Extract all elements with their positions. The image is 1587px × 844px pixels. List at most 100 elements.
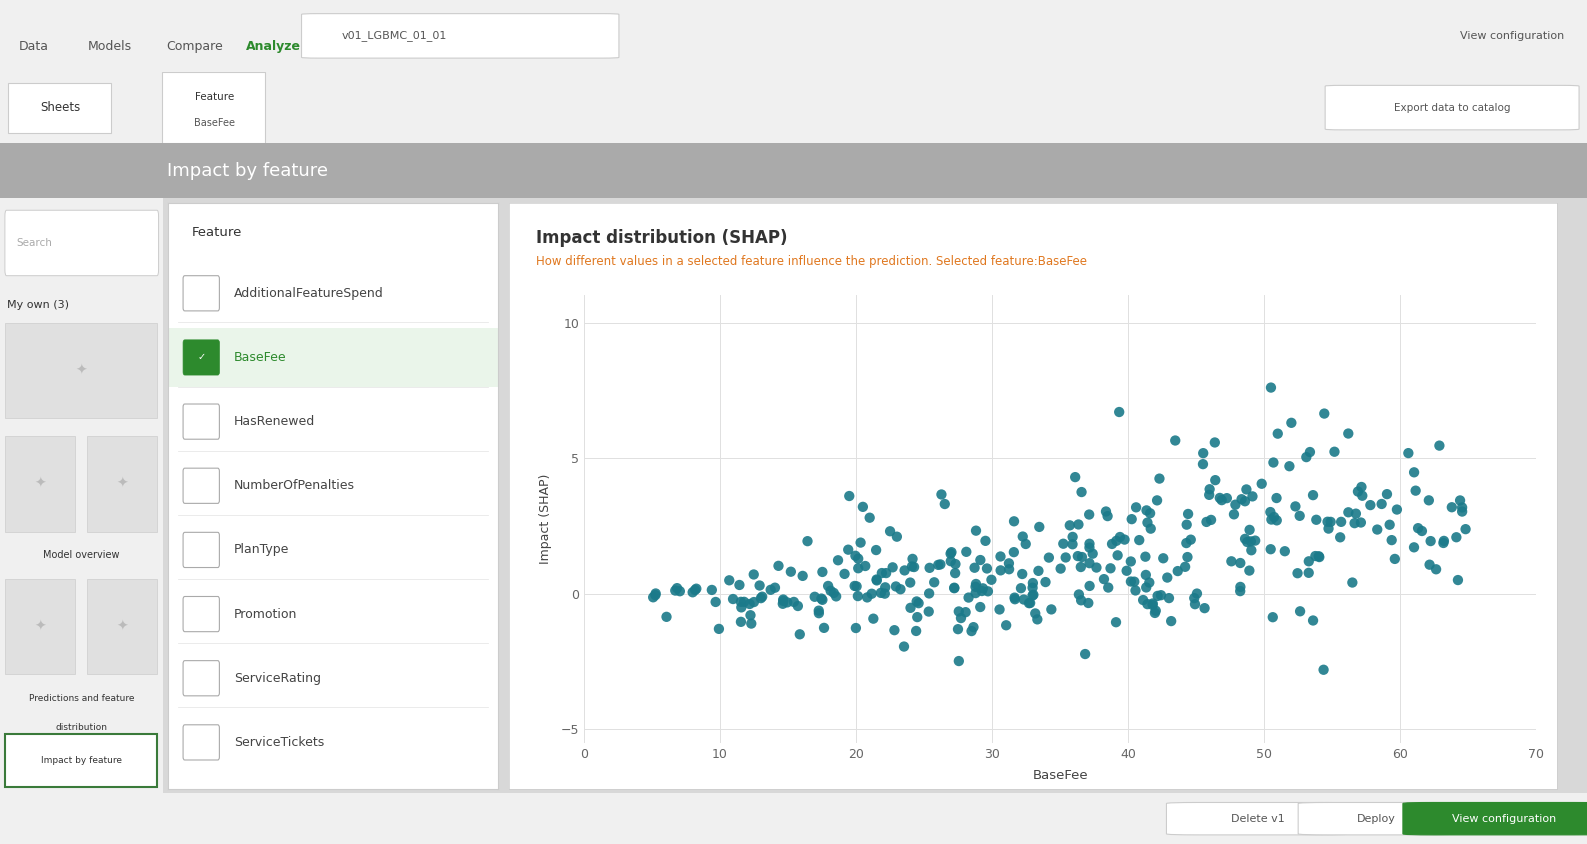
Point — [884, 530, 909, 544]
Point — [1047, 562, 1073, 576]
Text: View configuration: View configuration — [1460, 31, 1565, 41]
Point — [736, 598, 762, 611]
Point — [795, 534, 820, 548]
Point — [1227, 584, 1252, 598]
Point — [1065, 549, 1090, 563]
Point — [1147, 472, 1173, 485]
Point — [892, 640, 917, 653]
Text: My own (3): My own (3) — [6, 300, 68, 311]
Point — [1306, 549, 1331, 563]
Point — [806, 607, 832, 620]
Point — [1328, 515, 1354, 528]
Point — [900, 560, 925, 573]
Point — [843, 579, 868, 592]
Point — [1238, 544, 1263, 557]
Point — [1011, 592, 1036, 606]
Text: Export data to catalog: Export data to catalog — [1393, 103, 1511, 112]
Point — [1130, 593, 1155, 607]
Point — [1219, 555, 1244, 568]
Point — [1239, 490, 1265, 503]
Point — [1336, 427, 1362, 441]
Point — [1100, 537, 1125, 550]
Point — [1311, 407, 1336, 420]
Point — [1139, 598, 1165, 612]
Point — [1036, 551, 1062, 565]
Point — [1020, 589, 1046, 603]
Bar — [168, 328, 498, 387]
Point — [771, 594, 797, 608]
Point — [1003, 592, 1028, 606]
Point — [846, 552, 871, 565]
Text: Sheets: Sheets — [40, 101, 81, 114]
Point — [868, 586, 893, 599]
Point — [1054, 551, 1079, 565]
Point — [1306, 550, 1331, 564]
Point — [1151, 551, 1176, 565]
Point — [728, 601, 754, 614]
Text: Impact by feature: Impact by feature — [41, 756, 122, 766]
Point — [922, 576, 947, 589]
Point — [1243, 534, 1268, 548]
Point — [1093, 505, 1119, 518]
Point — [1228, 492, 1254, 506]
Text: Delete v1: Delete v1 — [1232, 814, 1284, 824]
Point — [1105, 549, 1130, 562]
Text: Compare: Compare — [167, 41, 224, 53]
Point — [1066, 517, 1092, 531]
Point — [1182, 592, 1208, 605]
Point — [1273, 544, 1298, 558]
FancyBboxPatch shape — [1325, 85, 1579, 130]
Point — [1265, 514, 1290, 528]
Point — [873, 566, 898, 580]
Point — [932, 497, 957, 511]
Point — [1157, 592, 1182, 605]
Point — [900, 552, 925, 565]
Point — [843, 621, 868, 635]
Text: Impact by feature: Impact by feature — [167, 162, 327, 180]
Point — [747, 579, 773, 592]
Point — [1416, 494, 1441, 507]
Point — [787, 628, 813, 641]
Point — [1297, 446, 1322, 459]
Point — [946, 654, 971, 668]
Point — [720, 592, 746, 606]
Point — [781, 595, 806, 609]
Point — [1222, 507, 1247, 521]
FancyBboxPatch shape — [1166, 803, 1349, 835]
Point — [979, 573, 1005, 587]
Point — [997, 562, 1022, 576]
Point — [873, 587, 898, 600]
FancyBboxPatch shape — [183, 533, 219, 567]
Point — [1236, 564, 1262, 577]
Text: ✓: ✓ — [197, 353, 205, 362]
Point — [1349, 516, 1374, 529]
Point — [1297, 566, 1322, 580]
Point — [1208, 491, 1233, 505]
Point — [1076, 508, 1101, 522]
Point — [700, 583, 725, 597]
Point — [1297, 555, 1322, 568]
Point — [1343, 507, 1368, 521]
Point — [738, 609, 763, 622]
Point — [1431, 534, 1457, 548]
Point — [770, 597, 795, 610]
Point — [1303, 513, 1328, 527]
Point — [903, 625, 928, 638]
Point — [1357, 498, 1382, 511]
Text: Predictions and feature: Predictions and feature — [29, 694, 135, 703]
Point — [1060, 538, 1086, 551]
Point — [741, 595, 767, 609]
Point — [954, 545, 979, 559]
Point — [1235, 535, 1260, 549]
Point — [938, 547, 963, 560]
Point — [973, 534, 998, 548]
Point — [706, 622, 732, 636]
Point — [1197, 488, 1222, 501]
Point — [1103, 534, 1128, 548]
Text: Data: Data — [19, 41, 49, 53]
Point — [1446, 573, 1471, 587]
Point — [878, 524, 903, 538]
Point — [1190, 446, 1216, 460]
Point — [728, 615, 754, 629]
Point — [1316, 515, 1341, 528]
